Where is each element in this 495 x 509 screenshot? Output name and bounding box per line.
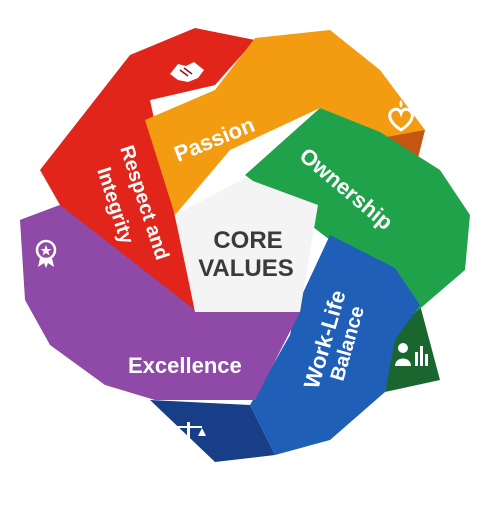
heart-flame-icon bbox=[388, 100, 414, 132]
excellence-label: Excellence bbox=[128, 353, 242, 378]
ownership-band bbox=[245, 108, 470, 330]
scales-icon bbox=[172, 422, 206, 449]
center-pentagon bbox=[175, 178, 318, 312]
excellence-band bbox=[20, 205, 300, 400]
person-chart-icon bbox=[395, 343, 428, 366]
center-title-line2: VALUES bbox=[198, 255, 294, 282]
passion-band bbox=[145, 30, 425, 215]
handshake-icon bbox=[170, 62, 204, 82]
center-title-line1: CORE bbox=[213, 227, 282, 254]
work-life-tab bbox=[150, 400, 275, 462]
work-life-band bbox=[250, 235, 420, 455]
award-badge-icon bbox=[35, 239, 57, 268]
